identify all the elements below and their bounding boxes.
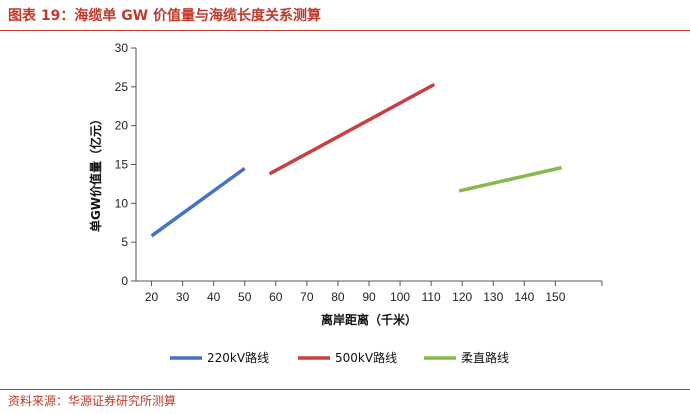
series-line-3: [458, 165, 563, 193]
y-tick-label: 5: [121, 235, 128, 249]
x-tick-label: 150: [545, 290, 565, 304]
y-tick-label: 0: [121, 274, 128, 288]
x-tick-label: 20: [145, 290, 159, 304]
x-tick-label: 40: [207, 290, 221, 304]
source-divider: [0, 389, 690, 390]
x-tick-label: 60: [269, 290, 283, 304]
x-tick-label: 70: [300, 290, 314, 304]
y-tick-label: 20: [115, 119, 129, 133]
legend-label-3: 柔直路线: [461, 350, 509, 365]
x-tick-label: 30: [176, 290, 190, 304]
y-tick-label: 30: [115, 41, 129, 55]
x-tick-label: 90: [362, 290, 376, 304]
series-line-2: [268, 82, 436, 176]
series-line-1: [150, 166, 246, 238]
legend-label-1: 220kV路线: [207, 350, 269, 365]
x-tick-label: 110: [422, 290, 441, 304]
title-divider: [0, 30, 690, 31]
x-tick-label: 120: [452, 290, 472, 304]
y-axis-title: 单GW价值量（亿元）: [88, 113, 103, 232]
chart-title: 图表 19：海缆单 GW 价值量与海缆长度关系测算: [8, 8, 322, 24]
x-axis-title: 离岸距离（千米）: [321, 312, 417, 327]
y-tick-label: 15: [115, 158, 129, 172]
x-tick-label: 100: [390, 290, 410, 304]
x-tick-label: 130: [483, 290, 503, 304]
legend-label-2: 500kV路线: [335, 350, 397, 365]
y-tick-label: 10: [115, 196, 129, 210]
x-tick-label: 50: [238, 290, 252, 304]
x-tick-label: 140: [514, 290, 534, 304]
x-tick-label: 80: [331, 290, 345, 304]
y-tick-label: 25: [115, 80, 129, 94]
source-note: 资料来源：华源证券研究所测算: [8, 394, 177, 408]
